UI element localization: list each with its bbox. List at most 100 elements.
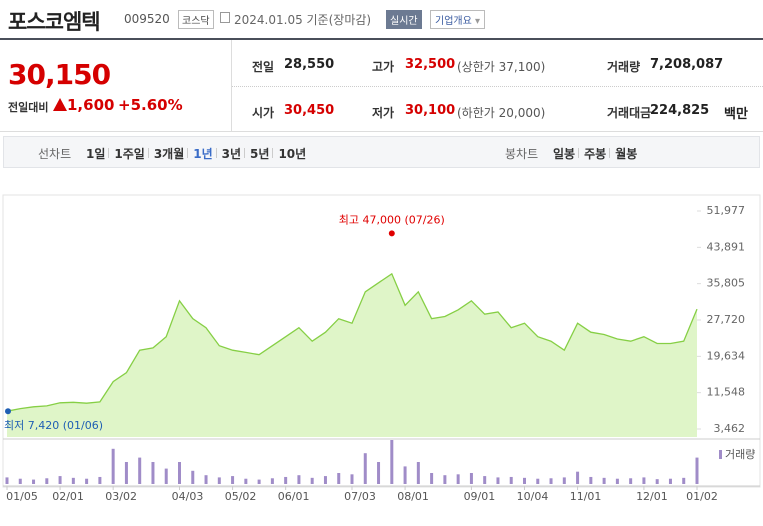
volume-bar	[164, 468, 168, 484]
divider	[0, 38, 763, 40]
volume-bar	[536, 478, 540, 484]
x-tick-label: 01/05	[6, 490, 38, 503]
max-label: 최고 47,000 (07/26)	[339, 213, 445, 226]
period-tab[interactable]: 5년	[250, 147, 270, 161]
x-tick-label: 10/04	[517, 490, 549, 503]
volume-bar	[231, 476, 235, 484]
stat-unit: 백만	[724, 107, 748, 122]
period-tab[interactable]: 10년	[278, 147, 307, 161]
calendar-icon	[220, 12, 230, 23]
volume-bar	[151, 462, 155, 484]
y-tick-label: 11,548	[707, 386, 746, 399]
change-percent: +5.60%	[118, 96, 183, 114]
x-tick-label: 03/02	[105, 490, 137, 503]
stat-note: (하한가 20,000)	[457, 106, 546, 120]
price-line	[6, 272, 698, 412]
plot-frame	[2, 194, 761, 488]
stat-note: (상한가 37,100)	[457, 60, 546, 74]
period-tab[interactable]: 3년	[221, 147, 242, 161]
tab-separator	[244, 148, 246, 158]
x-tick-label: 07/03	[344, 490, 376, 503]
volume-bar	[695, 457, 699, 484]
y-tick-label: 43,891	[707, 240, 746, 253]
volume-bar	[244, 478, 248, 484]
volume-bar	[98, 476, 102, 484]
legend-swatch	[719, 450, 722, 459]
volume-bar	[430, 473, 434, 484]
volume-bar	[71, 477, 75, 484]
x-tick-label: 08/01	[397, 490, 429, 503]
volume-bar	[403, 466, 407, 484]
volume-bar	[138, 457, 142, 484]
volume-bar	[562, 477, 566, 484]
price-area	[7, 273, 697, 437]
volume-bar	[549, 478, 553, 484]
tab-bar	[3, 136, 760, 168]
volume-bar	[483, 476, 487, 484]
stat-value: 30,450	[284, 103, 335, 118]
volume-bar	[323, 476, 327, 484]
tab-separator	[609, 148, 611, 158]
company-info-text: 기업개요	[435, 16, 472, 27]
min-dot	[5, 408, 11, 415]
tab-separator	[108, 148, 110, 158]
x-tick-label: 09/01	[464, 490, 496, 503]
candle-tab[interactable]: 주봉	[584, 147, 607, 161]
volume-bar	[589, 476, 593, 484]
candle-tab[interactable]: 일봉	[553, 147, 576, 161]
volume-bar	[363, 453, 367, 484]
price-change: 1,600	[67, 96, 115, 114]
stat-label: 시가	[252, 106, 275, 120]
volume-bar	[178, 462, 181, 484]
volume-bar	[523, 477, 526, 484]
volume-bar	[32, 479, 36, 484]
volume-bar	[416, 462, 420, 484]
volume-bar	[576, 471, 580, 484]
legend-label: 거래량	[725, 448, 755, 461]
candle-tab[interactable]: 월봉	[615, 147, 638, 161]
volume-bar	[390, 440, 394, 484]
stat-value: 30,100	[405, 103, 456, 118]
y-tick-label: 51,977	[707, 204, 746, 217]
tab-separator	[272, 148, 274, 158]
volume-bar	[682, 477, 686, 484]
divider	[0, 131, 763, 132]
volume-bar	[297, 475, 301, 484]
period-tab[interactable]: 1주일	[114, 147, 145, 161]
volume-bar	[85, 478, 89, 484]
volume-bar	[377, 462, 381, 484]
company-info-dropdown[interactable]: 기업개요 ▾	[430, 10, 486, 29]
volume-bar	[496, 477, 500, 484]
dropdown-arrow: ▾	[471, 16, 481, 27]
tab-separator	[578, 148, 580, 158]
period-tab[interactable]: 1일	[86, 147, 106, 161]
volume-bar	[456, 474, 460, 484]
y-tick-label: 3,462	[714, 422, 746, 435]
period-tab[interactable]: 3개월	[153, 147, 185, 161]
realtime-button[interactable]: 실시간	[386, 10, 422, 29]
volume-bar	[668, 478, 672, 484]
market-badge: 코스닥	[178, 10, 214, 29]
y-tick-label: 27,720	[707, 313, 746, 326]
y-tick-label: 19,634	[707, 349, 746, 362]
x-tick-label: 04/03	[172, 490, 204, 503]
y-tick-label: 35,805	[707, 277, 746, 290]
quote-date: 2024.01.05 기준(장마감)	[234, 13, 372, 27]
volume-bar	[284, 476, 288, 484]
divider	[232, 86, 763, 87]
volume-bar	[5, 477, 9, 484]
volume-bar	[443, 475, 447, 484]
min-label: 최저 7,420 (01/06)	[4, 419, 103, 432]
period-tab[interactable]: 1년	[193, 147, 213, 161]
volume-bar	[310, 477, 314, 484]
divider	[231, 40, 232, 131]
volume-bar	[469, 473, 473, 484]
volume-bar	[350, 474, 354, 484]
x-tick-label: 01/02	[686, 490, 718, 503]
volume-bar	[58, 476, 62, 484]
stock-name: 포스코엠텍	[8, 10, 101, 34]
volume-bar	[655, 479, 659, 484]
volume-bar	[204, 475, 208, 484]
